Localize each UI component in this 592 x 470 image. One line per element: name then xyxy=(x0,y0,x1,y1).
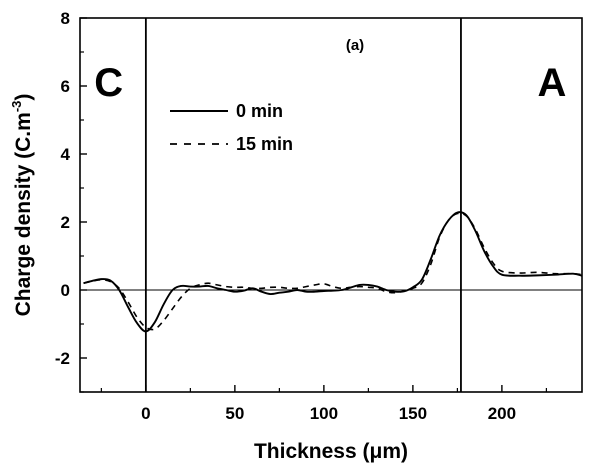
y-axis-title-main: Charge density (C.m xyxy=(12,112,35,316)
y-tick-label: 8 xyxy=(61,9,70,28)
series-group xyxy=(83,211,583,333)
legend: 0 min 15 min xyxy=(170,101,293,154)
x-tick-label: 0 xyxy=(141,404,150,423)
legend-label-15min: 15 min xyxy=(236,134,293,154)
y-axis-title-end: ) xyxy=(12,94,35,101)
y-axis-title: Charge density (C.m-3) xyxy=(9,94,35,317)
y-tick-label: 2 xyxy=(61,213,70,232)
series-line-15min xyxy=(83,212,583,331)
y-tick-label: 4 xyxy=(61,145,71,164)
x-axis-title-main: Thickness ( xyxy=(254,440,370,463)
y-tick-label: -2 xyxy=(55,349,70,368)
y-tick-label: 0 xyxy=(61,281,70,300)
x-tick-label: 150 xyxy=(399,404,427,423)
plot-frame xyxy=(79,17,583,393)
x-tick-label: 50 xyxy=(225,404,244,423)
series-line-0min xyxy=(83,211,583,333)
x-ticks: 0 50 100 150 200 xyxy=(100,385,547,423)
plot-area: 0 50 100 150 200 -2 0 2 4 6 8 xyxy=(55,9,583,423)
y-ticks: -2 0 2 4 6 8 xyxy=(55,9,87,393)
region-label-cathode: C xyxy=(94,61,123,105)
y-axis-title-exponent: -3 xyxy=(9,101,24,113)
y-tick-label: 6 xyxy=(61,77,70,96)
legend-label-0min: 0 min xyxy=(236,101,283,121)
x-axis-title-mu: μ xyxy=(370,440,383,463)
region-label-anode: A xyxy=(537,61,566,105)
x-tick-label: 100 xyxy=(310,404,338,423)
panel-label: (a) xyxy=(346,37,364,54)
x-axis-title: Thickness (μm) xyxy=(254,440,408,463)
x-axis-title-end: m) xyxy=(382,440,408,463)
x-tick-label: 200 xyxy=(488,404,516,423)
